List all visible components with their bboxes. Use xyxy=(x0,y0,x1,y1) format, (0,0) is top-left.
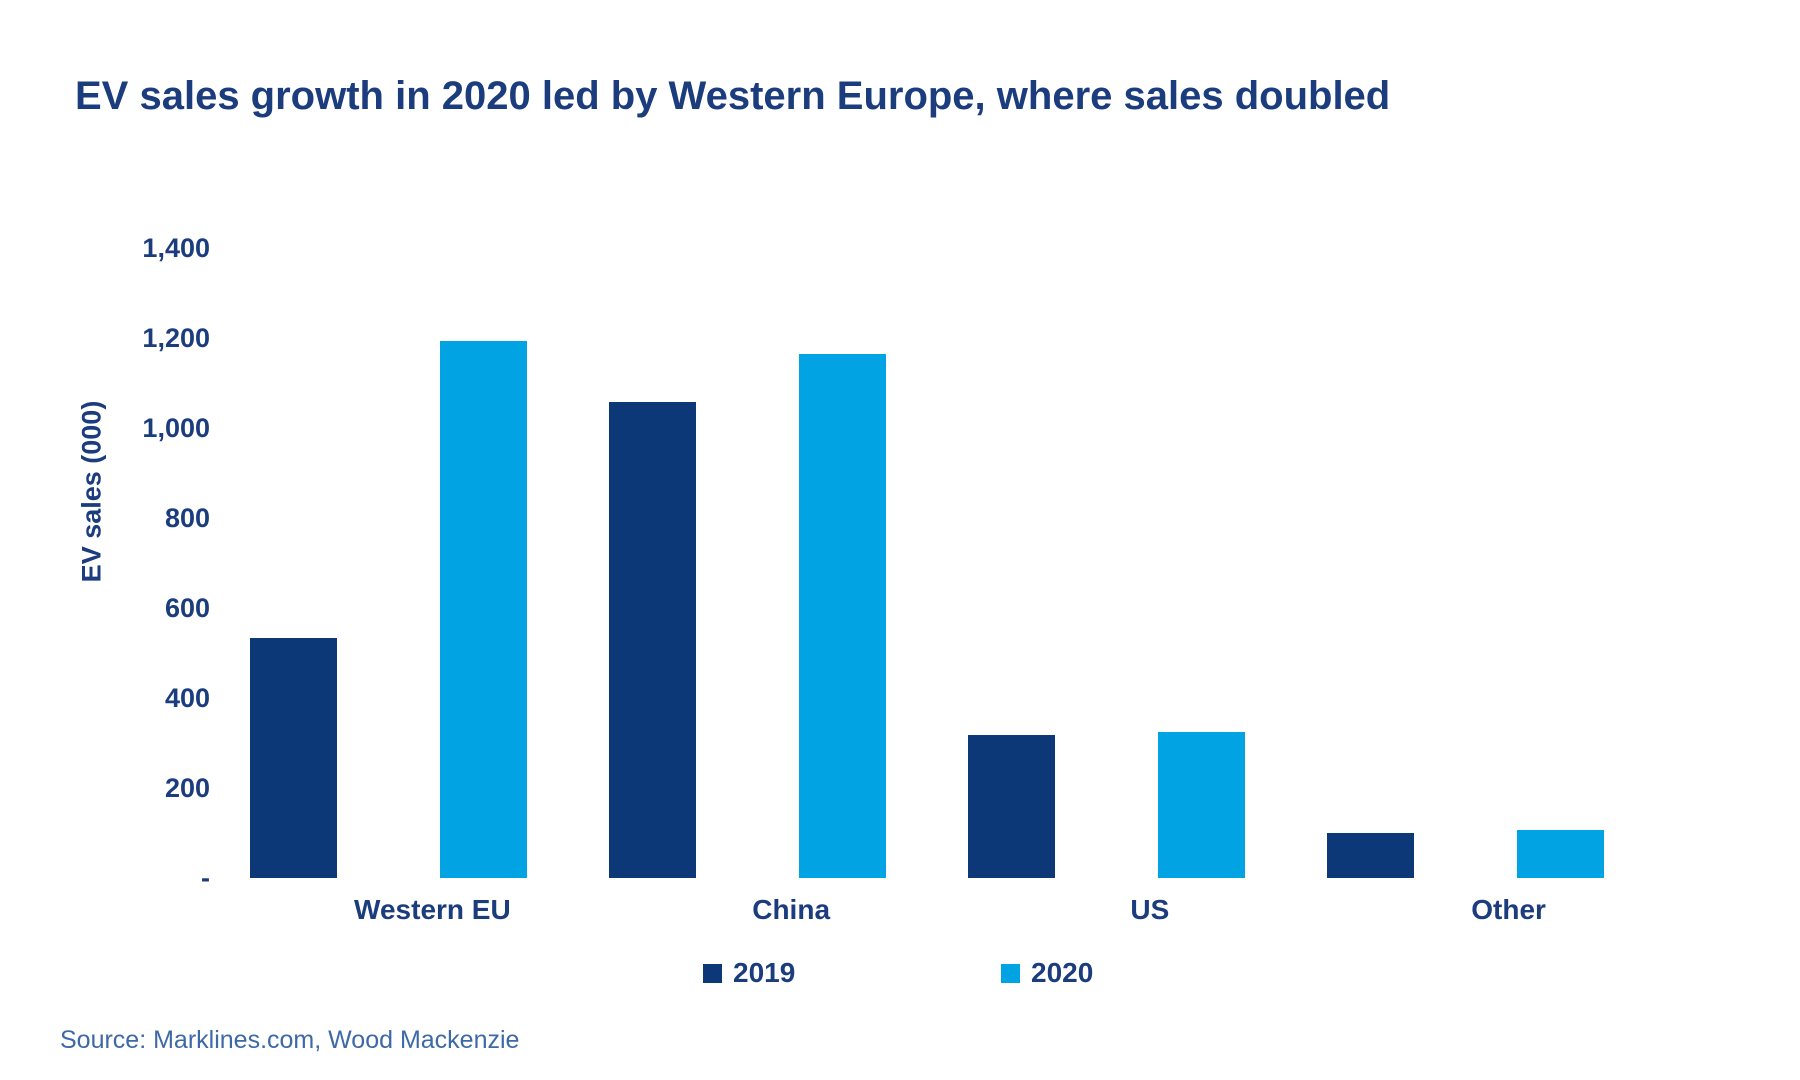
x-category-label-other: Other xyxy=(1471,894,1546,925)
legend-item-2020: 2020 xyxy=(1001,956,1093,990)
y-tick-600: 600 xyxy=(164,593,210,623)
bar-china-2019 xyxy=(609,401,697,878)
bar-western-eu-2019 xyxy=(250,638,338,878)
y-tick-200: 200 xyxy=(164,773,210,803)
y-axis-title: EV sales (000) xyxy=(76,400,107,583)
y-tick-1,400: 1,400 xyxy=(142,233,210,263)
y-tick-800: 800 xyxy=(164,503,210,533)
legend-item-2019: 2019 xyxy=(703,956,795,990)
y-tick-1,000: 1,000 xyxy=(142,413,210,443)
bar-other-2020 xyxy=(1516,829,1604,878)
y-tick-1,200: 1,200 xyxy=(142,323,210,353)
y-tick-400: 400 xyxy=(164,683,210,713)
bar-china-2020 xyxy=(799,354,887,878)
bar-western-eu-2020 xyxy=(440,341,528,878)
y-tick-0: - xyxy=(201,863,210,893)
legend-label-2019: 2019 xyxy=(733,957,796,988)
chart-title: EV sales growth in 2020 led by Western E… xyxy=(75,74,1391,118)
x-category-label-us: US xyxy=(1130,894,1170,925)
legend-swatch-2020 xyxy=(1001,963,1020,983)
bar-us-2019 xyxy=(967,734,1055,878)
source-note: Source: Marklines.com, Wood Mackenzie xyxy=(60,1026,520,1054)
x-category-label-western-eu: Western EU xyxy=(354,894,511,925)
legend-label-2020: 2020 xyxy=(1031,957,1094,988)
bar-us-2020 xyxy=(1157,732,1245,878)
legend-swatch-2019 xyxy=(703,963,722,983)
bar-other-2019 xyxy=(1326,833,1414,878)
x-category-label-china: China xyxy=(752,894,831,925)
